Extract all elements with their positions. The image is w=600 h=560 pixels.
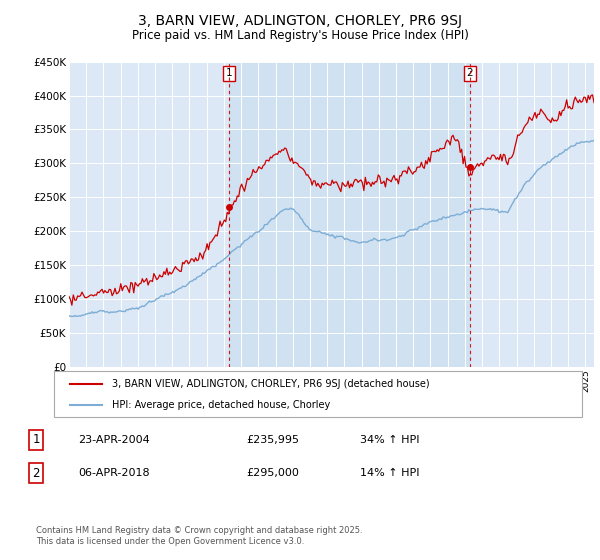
Line: HPI: Average price, detached house, Chorley: HPI: Average price, detached house, Chor… — [69, 141, 594, 316]
Text: 1: 1 — [32, 433, 40, 446]
Text: 14% ↑ HPI: 14% ↑ HPI — [360, 468, 419, 478]
HPI: Average price, detached house, Chorley: (2e+03, 7.55e+04): Average price, detached house, Chorley: … — [65, 312, 73, 319]
Text: Contains HM Land Registry data © Crown copyright and database right 2025.
This d: Contains HM Land Registry data © Crown c… — [36, 526, 362, 546]
HPI: Average price, detached house, Chorley: (2e+03, 8.16e+04): Average price, detached house, Chorley: … — [119, 308, 126, 315]
HPI: Average price, detached house, Chorley: (2.02e+03, 2.14e+05): Average price, detached house, Chorley: … — [427, 218, 434, 225]
Text: HPI: Average price, detached house, Chorley: HPI: Average price, detached house, Chor… — [112, 400, 331, 410]
Text: 34% ↑ HPI: 34% ↑ HPI — [360, 435, 419, 445]
3, BARN VIEW, ADLINGTON, CHORLEY, PR6 9SJ (detached house) — [590, 99, 598, 106]
HPI: Average price, detached house, Chorley: (2e+03, 7.42e+04): Average price, detached house, Chorley: … — [70, 313, 77, 320]
HPI: Average price, detached house, Chorley: (2.02e+03, 2.24e+05): Average price, detached house, Chorley: … — [455, 211, 463, 218]
3, BARN VIEW, ADLINGTON, CHORLEY, PR6 9SJ (detached house) — [156, 272, 163, 278]
3, BARN VIEW, ADLINGTON, CHORLEY, PR6 9SJ (detached house) — [455, 138, 463, 145]
Text: 06-APR-2018: 06-APR-2018 — [78, 468, 149, 478]
HPI: Average price, detached house, Chorley: (2e+03, 1.03e+05): Average price, detached house, Chorley: … — [156, 294, 163, 301]
HPI: Average price, detached house, Chorley: (2.01e+03, 1.86e+05): Average price, detached house, Chorley: … — [350, 237, 358, 244]
Text: 2: 2 — [466, 68, 473, 78]
3, BARN VIEW, ADLINGTON, CHORLEY, PR6 9SJ (detached house) — [589, 92, 596, 99]
Text: 3, BARN VIEW, ADLINGTON, CHORLEY, PR6 9SJ: 3, BARN VIEW, ADLINGTON, CHORLEY, PR6 9S… — [138, 14, 462, 28]
Line: 3, BARN VIEW, ADLINGTON, CHORLEY, PR6 9SJ (detached house): 3, BARN VIEW, ADLINGTON, CHORLEY, PR6 9S… — [69, 95, 594, 305]
Text: £235,995: £235,995 — [246, 435, 299, 445]
Bar — [229, 62, 470, 367]
Text: 23-APR-2004: 23-APR-2004 — [78, 435, 150, 445]
3, BARN VIEW, ADLINGTON, CHORLEY, PR6 9SJ (detached house) — [427, 158, 434, 165]
HPI: Average price, detached house, Chorley: (2e+03, 1.15e+05): Average price, detached house, Chorley: … — [175, 286, 182, 292]
Text: 3, BARN VIEW, ADLINGTON, CHORLEY, PR6 9SJ (detached house): 3, BARN VIEW, ADLINGTON, CHORLEY, PR6 9S… — [112, 379, 430, 389]
3, BARN VIEW, ADLINGTON, CHORLEY, PR6 9SJ (detached house) — [65, 293, 73, 300]
Text: Price paid vs. HM Land Registry's House Price Index (HPI): Price paid vs. HM Land Registry's House … — [131, 29, 469, 42]
Text: 2: 2 — [32, 466, 40, 480]
3, BARN VIEW, ADLINGTON, CHORLEY, PR6 9SJ (detached house) — [175, 267, 182, 273]
FancyBboxPatch shape — [54, 371, 582, 417]
HPI: Average price, detached house, Chorley: (2.03e+03, 3.34e+05): Average price, detached house, Chorley: … — [590, 137, 598, 144]
3, BARN VIEW, ADLINGTON, CHORLEY, PR6 9SJ (detached house) — [350, 179, 358, 185]
Text: £295,000: £295,000 — [246, 468, 299, 478]
3, BARN VIEW, ADLINGTON, CHORLEY, PR6 9SJ (detached house) — [68, 302, 76, 309]
Text: 1: 1 — [226, 68, 232, 78]
3, BARN VIEW, ADLINGTON, CHORLEY, PR6 9SJ (detached house) — [119, 287, 126, 294]
